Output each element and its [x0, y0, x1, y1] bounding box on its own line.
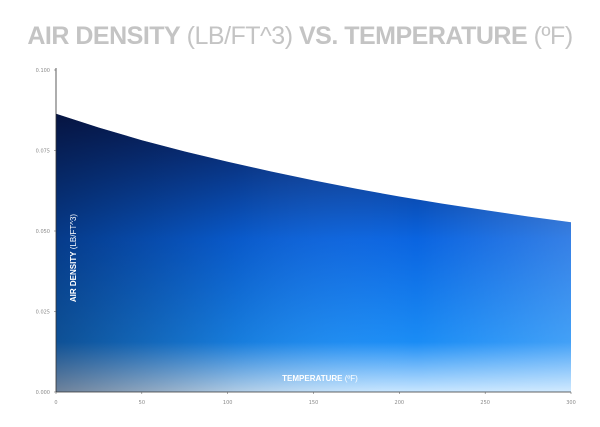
- x-tick-label: 100: [223, 400, 233, 406]
- x-axis-label-light: (ºF): [342, 374, 358, 383]
- x-tick-label: 50: [139, 400, 145, 406]
- chart-title: AIR DENSITY (LB/FT^3) VS. TEMPERATURE (º…: [0, 22, 600, 51]
- y-tick-label: 0.025: [36, 310, 50, 316]
- y-axis-label-bold: AIR DENSITY: [69, 251, 78, 302]
- y-tick-label: 0.075: [36, 149, 50, 155]
- x-axis-label: TEMPERATURE (ºF): [282, 374, 358, 383]
- x-tick-label: 250: [480, 400, 490, 406]
- x-axis-label-bold: TEMPERATURE: [282, 374, 343, 383]
- density-area-shade: [56, 113, 571, 393]
- y-axis-label: AIR DENSITY (LB/FT^3): [69, 214, 78, 303]
- title-bold-part: AIR DENSITY: [27, 22, 181, 50]
- title-bold-part-2: VS. TEMPERATURE: [298, 22, 528, 50]
- y-axis-label-light: (LB/FT^3): [69, 214, 78, 252]
- y-tick-label: 0.100: [36, 68, 50, 74]
- x-tick-label: 300: [566, 400, 576, 406]
- x-tick-label: 0: [54, 400, 57, 406]
- y-tick-label: 0.000: [36, 390, 50, 396]
- x-tick-label: 150: [309, 400, 319, 406]
- area-layer: [56, 113, 571, 393]
- y-tick-label: 0.050: [36, 229, 50, 235]
- title-light-part: (LB/FT^3): [180, 22, 299, 50]
- title-light-part-2: (ºF): [527, 22, 574, 50]
- x-tick-label: 200: [395, 400, 405, 406]
- ticks-layer: 0 50 100 150 200 250 300 0.000 0.025 0.050 0.075 0.…: [36, 68, 576, 406]
